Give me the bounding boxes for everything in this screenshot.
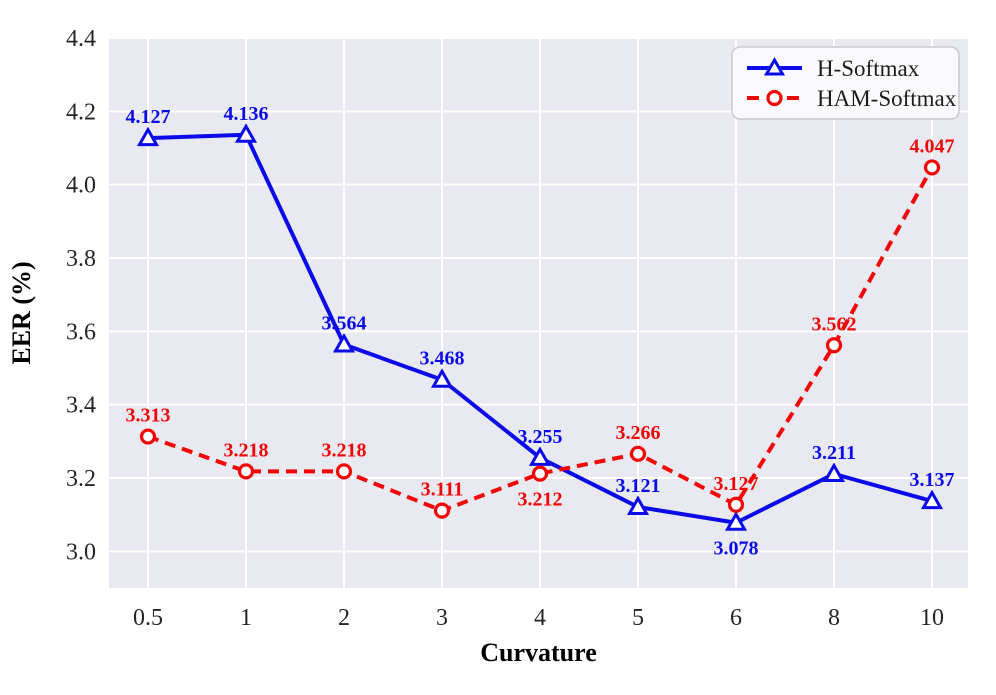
x-tick-label: 4 [534, 605, 546, 631]
series-line-ham-softmax [147, 166, 934, 513]
data-label: 3.211 [812, 442, 856, 464]
data-label: 3.255 [518, 426, 563, 448]
x-tick-label: 1 [240, 605, 252, 631]
legend: H-Softmax HAM-Softmax [731, 46, 960, 120]
data-label: 3.111 [421, 479, 464, 501]
marker-circle-icon [923, 159, 941, 176]
marker-triangle-icon [234, 123, 258, 143]
x-tick-label: 5 [632, 605, 644, 631]
marker-triangle-icon [822, 462, 846, 482]
data-label: 3.078 [714, 538, 759, 560]
x-tick-label: 10 [920, 605, 944, 631]
legend-item-ham-softmax: HAM-Softmax [747, 86, 957, 111]
axis-ticks: 3.0 3.2 3.4 3.6 3.8 4.0 4.2 4.4 0.5 1 2 3 4 5 6 8 10 [66, 26, 944, 631]
data-label: 3.127 [714, 473, 759, 495]
marker-circle-icon [433, 502, 451, 519]
data-label: 3.468 [420, 348, 465, 370]
marker-circle-icon [727, 496, 745, 513]
legend-marker-triangle-icon [763, 56, 786, 76]
data-label: 3.564 [322, 313, 367, 335]
marker-triangle-icon [332, 332, 356, 353]
data-label: 3.121 [616, 475, 661, 497]
legend-label: H-Softmax [817, 56, 920, 81]
x-tick-label: 8 [828, 605, 840, 631]
x-tick-label: 0.5 [133, 605, 163, 631]
marker-triangle-icon [528, 446, 552, 466]
marker-triangle-icon [626, 495, 650, 515]
series-h-softmax: 4.127 4.136 3.564 3.468 3.255 3.121 3.078 3.211… [126, 103, 955, 560]
x-tick-label: 3 [436, 605, 448, 631]
marker-circle-icon [139, 428, 157, 445]
y-tick-label: 3.8 [66, 246, 96, 272]
data-label: 4.136 [224, 103, 269, 125]
y-tick-label: 4.2 [66, 99, 96, 125]
x-axis-label: Curvature [480, 638, 597, 667]
series-ham-softmax: 3.313 3.218 3.218 3.111 3.212 3.266 3.127 3.562… [126, 135, 955, 519]
y-tick-label: 3.0 [66, 539, 96, 565]
y-tick-label: 4.0 [66, 173, 96, 199]
legend-item-h-softmax: H-Softmax [747, 56, 920, 81]
data-label: 3.313 [126, 405, 171, 427]
legend-box [731, 46, 960, 120]
marker-circle-icon [629, 445, 647, 462]
x-tick-label: 6 [730, 605, 742, 631]
data-label: 4.047 [910, 135, 955, 157]
x-tick-label: 2 [338, 605, 350, 631]
data-label: 3.218 [224, 439, 269, 461]
marker-circle-icon [825, 337, 843, 354]
marker-triangle-icon [136, 126, 160, 147]
y-tick-label: 4.4 [66, 26, 96, 52]
marker-circle-icon [531, 465, 549, 482]
y-tick-label: 3.2 [66, 466, 96, 492]
data-label: 4.127 [126, 106, 171, 128]
y-axis-label: EER (%) [7, 261, 36, 364]
data-label: 3.266 [616, 422, 661, 444]
marker-triangle-icon [430, 368, 454, 388]
marker-circle-icon [335, 463, 353, 480]
data-label: 3.212 [518, 489, 563, 511]
legend-marker-circle-icon [766, 89, 783, 107]
data-label: 3.562 [812, 313, 857, 335]
marker-triangle-icon [724, 511, 748, 531]
y-tick-label: 3.6 [66, 319, 96, 345]
legend-label: HAM-Softmax [817, 86, 957, 111]
plot-area [109, 38, 968, 588]
data-label: 3.137 [910, 469, 955, 491]
y-tick-label: 3.4 [66, 393, 96, 419]
data-label: 3.218 [322, 439, 367, 461]
marker-triangle-icon [920, 489, 944, 510]
marker-circle-icon [237, 463, 255, 480]
